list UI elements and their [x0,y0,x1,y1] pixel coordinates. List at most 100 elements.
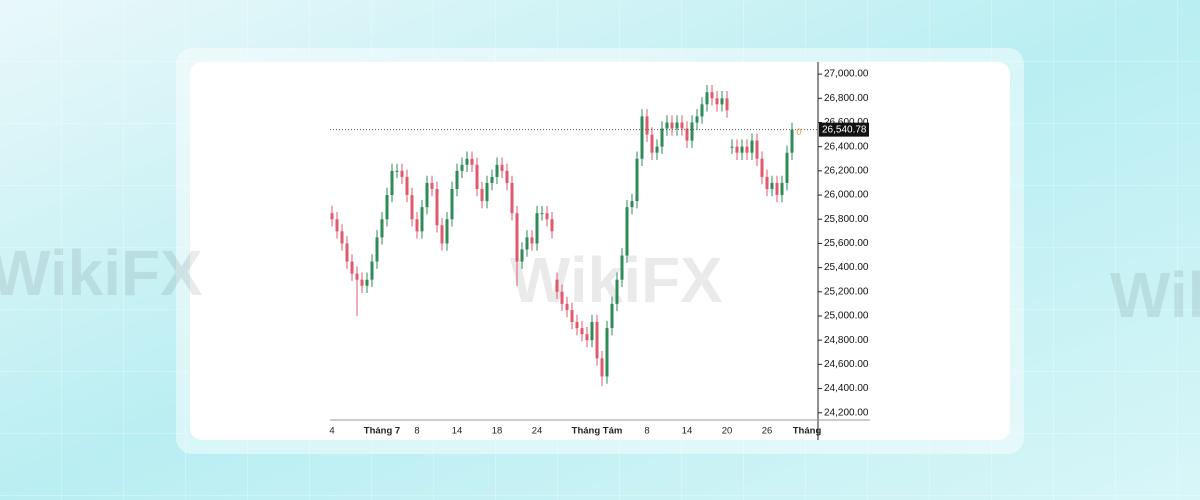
y-tick-label: 25,600.00 [824,238,869,249]
candle-body [730,146,734,148]
candle-body [385,195,389,220]
candle-body [595,322,599,359]
watermark: WikiFX [1110,259,1200,331]
y-tick-label: 25,200.00 [824,286,869,297]
candle-body [720,98,724,105]
candle-body [445,219,449,244]
candle-body [570,309,574,323]
candle-body [715,98,719,105]
candle-body [650,134,654,153]
candle-body [335,219,339,232]
candle-body [600,358,604,377]
candle-body [425,182,429,208]
y-tick-label: 26,400.00 [824,141,869,152]
x-tick-label: Tháng [793,426,822,437]
candle-body [740,146,744,153]
candle-body [665,122,669,129]
candle-body [680,122,684,129]
candle-body [500,164,504,171]
x-tick-label: 14 [452,426,463,437]
candle-body [350,261,354,274]
y-tick-label: 26,200.00 [824,165,869,176]
candle-body [380,219,384,238]
candle-body [685,128,689,141]
candle-body [655,146,659,153]
candle-body [575,322,579,329]
candle-body [365,279,369,286]
candle-body [535,213,539,244]
candle-body [420,207,424,232]
candle-body [615,279,619,304]
candle-body [690,122,694,141]
x-tick-label: 4 [329,426,334,437]
candle-body [495,164,499,177]
candle-body [460,164,464,171]
candle-body [775,182,779,196]
candle-body [475,164,479,189]
y-tick-label: 25,000.00 [824,311,869,322]
candle-body [340,231,344,244]
candle-body [550,219,554,232]
candle-body [760,158,764,177]
candle-body [790,129,794,153]
candle-body [330,213,334,220]
candle-body [695,116,699,123]
x-tick-label: 8 [414,426,419,437]
candle-body [710,92,714,99]
candle-body [520,249,524,262]
watermark: WikiFX [0,237,203,309]
candle-body [560,291,564,304]
candle-body [590,322,594,341]
candle-body [620,255,624,280]
candle-body [545,213,549,220]
y-tick-label: 25,400.00 [824,262,869,273]
candle-body [640,116,644,159]
annotation: 0 [796,127,801,137]
candle-body [750,140,754,153]
candle-body [415,219,419,232]
x-tick-label: Tháng Tám [572,426,623,437]
candle-body [430,182,434,189]
candle-body [625,207,629,256]
y-tick-label: 26,800.00 [824,93,869,104]
candle-body [515,213,519,262]
y-tick-label: 25,800.00 [824,214,869,225]
candle-body [390,170,394,196]
x-tick-label: Tháng 7 [364,426,400,437]
candle-body [395,170,399,172]
candle-body [405,176,409,196]
y-tick-label: 27,000.00 [824,69,869,80]
candle-body [370,261,374,280]
x-tick-label: 20 [722,426,733,437]
x-tick-label: 26 [762,426,773,437]
candle-body [345,243,349,262]
last-price-label: 26,540.78 [822,124,867,135]
x-tick-label: 8 [644,426,649,437]
x-tick-label: 18 [492,426,503,437]
candle-body [735,146,739,153]
candle-body [490,176,494,183]
y-tick-label: 24,200.00 [824,407,869,418]
candle-body [765,176,769,189]
x-tick-label: 14 [682,426,693,437]
candle-body [630,201,634,208]
candle-body [755,140,759,159]
candle-body [705,92,709,105]
candle-body [400,170,404,177]
candle-body [465,158,469,165]
candle-body [485,182,489,202]
candle-body [450,188,454,220]
candle-body [670,122,674,129]
y-tick-label: 24,600.00 [824,359,869,370]
candle-body [525,237,529,250]
last-price-box [819,122,869,137]
candle-body [530,237,534,244]
y-tick-label: 26,600.00 [824,117,869,128]
candle-body [375,237,379,262]
y-tick-label: 24,800.00 [824,335,869,346]
candle-body [745,146,749,153]
candle-body [645,116,649,135]
candle-body [700,104,704,117]
candle-body [780,182,784,196]
